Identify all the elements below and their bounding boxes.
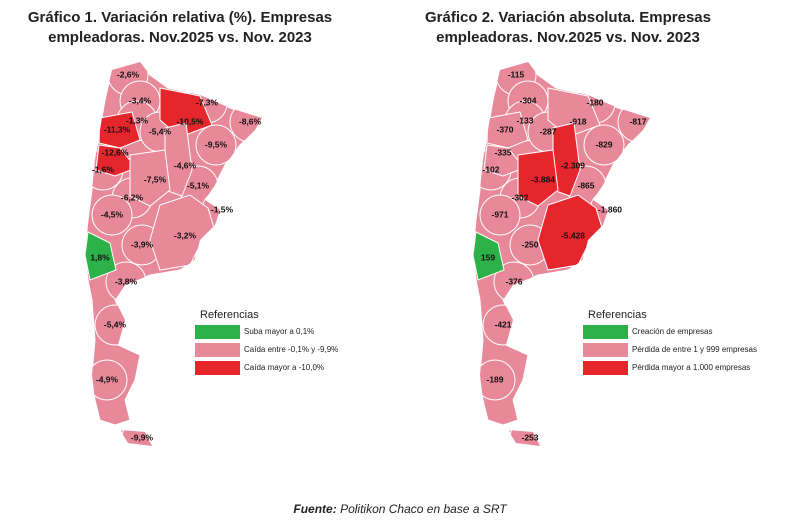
province-label: -4,9% bbox=[96, 374, 119, 384]
source: Fuente: Politikon Chaco en base a SRT bbox=[293, 502, 508, 516]
source-label: Fuente: bbox=[293, 502, 336, 516]
legend-swatch bbox=[583, 325, 628, 339]
province-label: -865 bbox=[577, 180, 594, 190]
province-label: -5,1% bbox=[187, 180, 210, 190]
province-label: -304 bbox=[519, 95, 536, 105]
legend-swatch bbox=[583, 361, 628, 375]
legend-label: Caída entre -0,1% y -9,9% bbox=[244, 345, 338, 354]
province-label: -3.884 bbox=[531, 174, 555, 184]
province-label: -370 bbox=[496, 124, 513, 134]
province-label: -189 bbox=[486, 374, 503, 384]
legend-label: Caída mayor a -10,0% bbox=[244, 363, 324, 372]
province bbox=[547, 87, 601, 138]
province bbox=[583, 124, 625, 166]
province-label: -253 bbox=[521, 432, 538, 442]
province-label: -7,3% bbox=[196, 97, 219, 107]
province-label: -1,6% bbox=[92, 164, 115, 174]
legend-swatch bbox=[583, 343, 628, 357]
province-label: -918 bbox=[569, 116, 586, 126]
province-label: 159 bbox=[481, 252, 495, 262]
province-label: -7,5% bbox=[144, 174, 167, 184]
province-label: -287 bbox=[539, 126, 556, 136]
source-text: Politikon Chaco en base a SRT bbox=[340, 502, 508, 516]
province bbox=[486, 111, 529, 149]
legend-label: Creación de empresas bbox=[632, 327, 712, 336]
province-label: -3,9% bbox=[131, 239, 154, 249]
map-title: empleadoras. Nov.2025 vs. Nov. 2023 bbox=[48, 29, 312, 46]
legend-label: Suba mayor a 0,1% bbox=[244, 327, 314, 336]
map-panel: Gráfico 1. Variación relativa (%). Empre… bbox=[28, 9, 338, 447]
province-label: -2.309 bbox=[561, 160, 585, 170]
province bbox=[517, 149, 559, 207]
province bbox=[98, 111, 141, 149]
province-label: -12,6% bbox=[102, 147, 129, 157]
province-label: -376 bbox=[505, 276, 522, 286]
legend-swatch bbox=[195, 343, 240, 357]
province-label: -3,4% bbox=[129, 95, 152, 105]
province-label: -9,5% bbox=[205, 139, 228, 149]
province-label: -335 bbox=[494, 147, 511, 157]
province-label: -971 bbox=[491, 209, 508, 219]
legend-label: Pérdida mayor a 1.000 empresas bbox=[632, 363, 750, 372]
map-panel: Gráfico 2. Variación absoluta. Empresas e… bbox=[425, 9, 757, 447]
province bbox=[195, 124, 237, 166]
province-label: -1,5% bbox=[211, 204, 234, 214]
province bbox=[91, 194, 133, 236]
province-label: -302 bbox=[511, 192, 528, 202]
province-label: -4,5% bbox=[101, 209, 124, 219]
province-label: -3,8% bbox=[115, 276, 138, 286]
legend-label: Pérdida de entre 1 y 999 empresas bbox=[632, 345, 757, 354]
province-label: -180 bbox=[586, 97, 603, 107]
province-label: -102 bbox=[482, 164, 499, 174]
province-label: -10,5% bbox=[177, 116, 204, 126]
province bbox=[473, 231, 505, 281]
province bbox=[483, 144, 525, 177]
province-label: -5.428 bbox=[561, 230, 585, 240]
province bbox=[159, 87, 213, 138]
map-title: Gráfico 2. Variación absoluta. Empresas bbox=[425, 9, 711, 26]
province-label: 1,8% bbox=[90, 252, 110, 262]
province bbox=[95, 144, 137, 177]
province-label: -9,9% bbox=[131, 432, 154, 442]
province-label: -11,3% bbox=[104, 124, 131, 134]
province-label: -421 bbox=[494, 319, 511, 329]
province-label: -4,6% bbox=[174, 160, 197, 170]
province-label: -1.860 bbox=[598, 204, 622, 214]
province-label: -5,4% bbox=[104, 319, 127, 329]
legend-title: Referencias bbox=[588, 309, 647, 321]
province-label: -115 bbox=[508, 69, 525, 79]
regions bbox=[473, 62, 650, 446]
province-label: -817 bbox=[629, 116, 646, 126]
province-label: -2,6% bbox=[117, 69, 140, 79]
province-label: -1,3% bbox=[126, 115, 149, 125]
map-title: Gráfico 1. Variación relativa (%). Empre… bbox=[28, 9, 332, 26]
province-label: -133 bbox=[516, 115, 533, 125]
province bbox=[85, 231, 117, 281]
province-label: -3,2% bbox=[174, 230, 197, 240]
legend-swatch bbox=[195, 361, 240, 375]
province-label: -5,4% bbox=[149, 126, 172, 136]
province-label: -829 bbox=[595, 139, 612, 149]
province-label: -250 bbox=[521, 239, 538, 249]
province bbox=[129, 149, 171, 207]
province-label: -6,2% bbox=[121, 192, 144, 202]
legend-title: Referencias bbox=[200, 309, 259, 321]
province bbox=[479, 194, 521, 236]
province-label: -8,6% bbox=[239, 116, 262, 126]
map-title: empleadoras. Nov.2025 vs. Nov. 2023 bbox=[436, 29, 700, 46]
legend-swatch bbox=[195, 325, 240, 339]
